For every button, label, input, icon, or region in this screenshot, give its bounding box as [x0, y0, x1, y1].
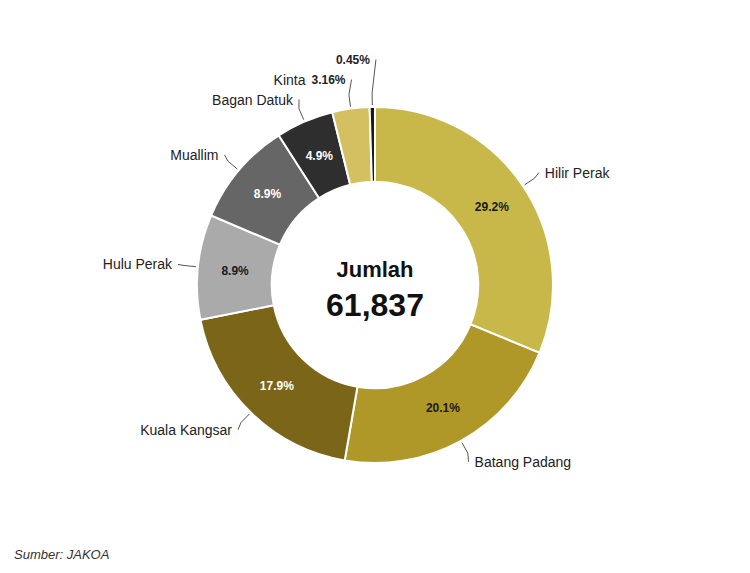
data-label: 29.2%: [475, 200, 509, 214]
slice: [332, 107, 372, 185]
labels: 29.2% 20.1% 17.9% 8.9% 8.9% 4.9% Hilir Perak Ba…: [103, 53, 611, 470]
slice-label: Bagan Datuk: [212, 92, 294, 108]
data-label: 8.9%: [221, 264, 249, 278]
category-label: Kinta: [274, 72, 306, 88]
category-label: Hulu Perak: [103, 256, 173, 272]
slice-label: Hulu Perak: [103, 256, 173, 272]
category-label: Hilir Perak: [545, 165, 611, 181]
category-label: Bagan Datuk: [212, 92, 294, 108]
slice: [370, 107, 375, 182]
slice-label: Muallim: [170, 147, 218, 163]
leader-line: [178, 264, 196, 266]
data-label: 0.45%: [336, 53, 370, 67]
donut-chart: 29.2% 20.1% 17.9% 8.9% 8.9% 4.9% Hilir Perak Ba…: [0, 0, 750, 573]
leader-line: [372, 60, 376, 106]
category-label: Batang Padang: [475, 454, 572, 470]
data-label: 20.1%: [426, 401, 460, 415]
leader-line: [238, 414, 249, 430]
slice-label: Kuala Kangsar: [140, 422, 232, 438]
category-label: Muallim: [170, 147, 218, 163]
leader-line: [462, 443, 469, 462]
slice-label: Hilir Perak: [545, 165, 611, 181]
leader-line: [525, 173, 539, 185]
slice-label: Kinta 3.16%: [274, 72, 346, 88]
source: Sumber: JAKOA: [14, 547, 109, 562]
leader-line: [224, 155, 237, 169]
leader-line: [299, 100, 304, 120]
data-label: 17.9%: [260, 379, 294, 393]
category-label: Kuala Kangsar: [140, 422, 232, 438]
leader-line: [349, 80, 352, 107]
slices: [197, 107, 553, 463]
data-label: 3.16%: [312, 73, 346, 87]
slice-label: Batang Padang: [475, 454, 572, 470]
slice: [345, 324, 540, 463]
chart-container: 29.2% 20.1% 17.9% 8.9% 8.9% 4.9% Hilir Perak Ba…: [0, 0, 750, 573]
slice-label: 0.45%: [336, 53, 370, 67]
center-number: 61,837: [326, 287, 424, 323]
center-title: Jumlah: [336, 257, 413, 282]
data-label: 8.9%: [254, 187, 282, 201]
data-label: 4.9%: [306, 149, 334, 163]
